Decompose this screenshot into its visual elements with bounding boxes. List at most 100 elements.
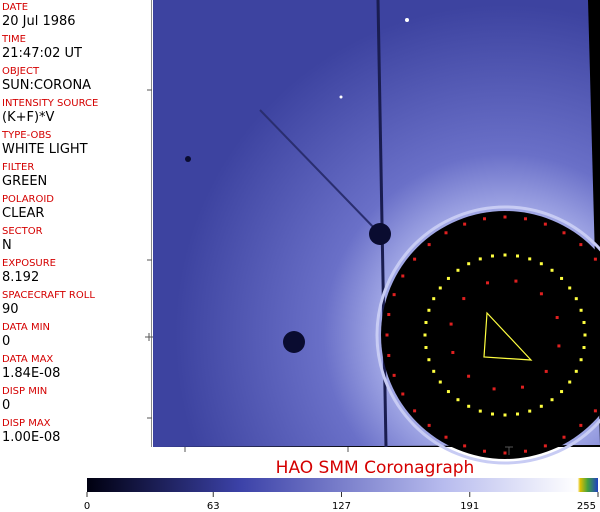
- yellow-dot: [503, 413, 507, 417]
- red-dot: [523, 217, 527, 221]
- red-dot: [562, 231, 566, 235]
- yellow-dot: [568, 286, 572, 290]
- yellow-dot: [424, 320, 428, 324]
- red-dot: [483, 449, 487, 453]
- field-value: SUN:CORONA: [2, 78, 92, 93]
- red-dot: [593, 409, 597, 413]
- yellow-dot: [579, 358, 583, 362]
- yellow-dot: [568, 380, 572, 384]
- field-label: DATE: [2, 2, 29, 13]
- yellow-dot: [579, 308, 583, 312]
- field-value: N: [2, 238, 12, 253]
- red-dot: [444, 231, 448, 235]
- spot: [283, 331, 305, 353]
- title: HAO SMM Coronagraph: [276, 458, 475, 478]
- red-dot: [579, 243, 583, 247]
- red-dot: [387, 353, 391, 357]
- field-label: INTENSITY SOURCE: [2, 98, 99, 109]
- field-label: DISP MAX: [2, 418, 51, 429]
- yellow-dot: [432, 369, 436, 373]
- field-label: DATA MAX: [2, 354, 54, 365]
- red-dot: [449, 322, 453, 326]
- field-value: 1.84E-08: [2, 366, 61, 381]
- red-dot: [562, 435, 566, 439]
- header-panel: DATE 20 Jul 1986 TIME 21:47:02 UT OBJECT SUN:…: [0, 0, 152, 447]
- field-value: 8.192: [2, 270, 40, 285]
- yellow-dot: [478, 409, 482, 413]
- pylon-outline: [483, 311, 533, 361]
- yellow-dot: [456, 398, 460, 402]
- field-value: GREEN: [2, 174, 48, 189]
- streak: [259, 109, 379, 233]
- field-label: TYPE-OBS: [2, 130, 52, 141]
- red-dot: [387, 313, 391, 317]
- yellow-dot: [446, 276, 450, 280]
- occulter: [381, 211, 600, 459]
- yellow-dot: [432, 297, 436, 301]
- red-dot: [413, 409, 417, 413]
- field-value: 21:47:02 UT: [2, 46, 82, 61]
- overlay-dots: [385, 215, 597, 455]
- yellow-dot: [516, 412, 520, 416]
- red-dot: [401, 392, 405, 396]
- yellow-dot: [427, 358, 431, 362]
- red-dot: [401, 274, 405, 278]
- red-dot: [539, 292, 543, 296]
- colorbar-tick-label: 63: [207, 501, 220, 512]
- yellow-dot: [424, 346, 428, 350]
- field-label: POLAROID: [2, 194, 55, 205]
- yellow-dot: [560, 390, 564, 394]
- yellow-dot: [582, 346, 586, 350]
- red-dot: [543, 444, 547, 448]
- red-dot: [462, 297, 466, 301]
- red-dot: [593, 257, 597, 261]
- red-dot: [520, 385, 524, 389]
- yellow-dot: [582, 320, 586, 324]
- red-dot: [483, 217, 487, 221]
- red-dot: [514, 279, 518, 283]
- yellow-dot: [516, 254, 520, 258]
- red-dot: [385, 333, 389, 337]
- yellow-dot: [550, 398, 554, 402]
- field-value: 90: [2, 302, 19, 317]
- red-dot: [427, 243, 431, 247]
- red-dot: [579, 423, 583, 427]
- field-label: DATA MIN: [2, 322, 50, 333]
- yellow-dot: [528, 257, 532, 261]
- colorbar: [87, 478, 598, 492]
- red-dot: [413, 257, 417, 261]
- yellow-dot: [574, 369, 578, 373]
- field-label: EXPOSURE: [2, 258, 57, 269]
- colorbar-tick-label: 0: [84, 501, 90, 512]
- ring: [375, 205, 600, 465]
- field-value: 1.00E-08: [2, 430, 61, 445]
- field-label: FILTER: [2, 162, 35, 173]
- yellow-dot: [467, 262, 471, 266]
- red-dot: [503, 215, 507, 219]
- yellow-dot: [456, 268, 460, 272]
- yellow-dot: [528, 409, 532, 413]
- red-dot: [492, 387, 496, 391]
- field-label: OBJECT: [2, 66, 40, 77]
- red-dot: [392, 373, 396, 377]
- yellow-dot: [490, 254, 494, 258]
- frame-ticks: [145, 89, 513, 455]
- yellow-dot: [583, 333, 587, 337]
- red-dot: [486, 281, 490, 285]
- yellow-dot: [427, 308, 431, 312]
- colorbar-tick-label: 191: [460, 501, 479, 512]
- field-label: DISP MIN: [2, 386, 48, 397]
- yellow-dot: [539, 262, 543, 266]
- red-dot: [463, 444, 467, 448]
- field-value: WHITE LIGHT: [2, 142, 88, 157]
- star: [339, 95, 343, 99]
- red-dot: [557, 344, 561, 348]
- red-dot: [427, 423, 431, 427]
- red-dot: [544, 369, 548, 373]
- yellow-dot: [574, 297, 578, 301]
- yellow-dot: [478, 257, 482, 261]
- field-label: TIME: [2, 34, 27, 45]
- field-value: 0: [2, 398, 11, 413]
